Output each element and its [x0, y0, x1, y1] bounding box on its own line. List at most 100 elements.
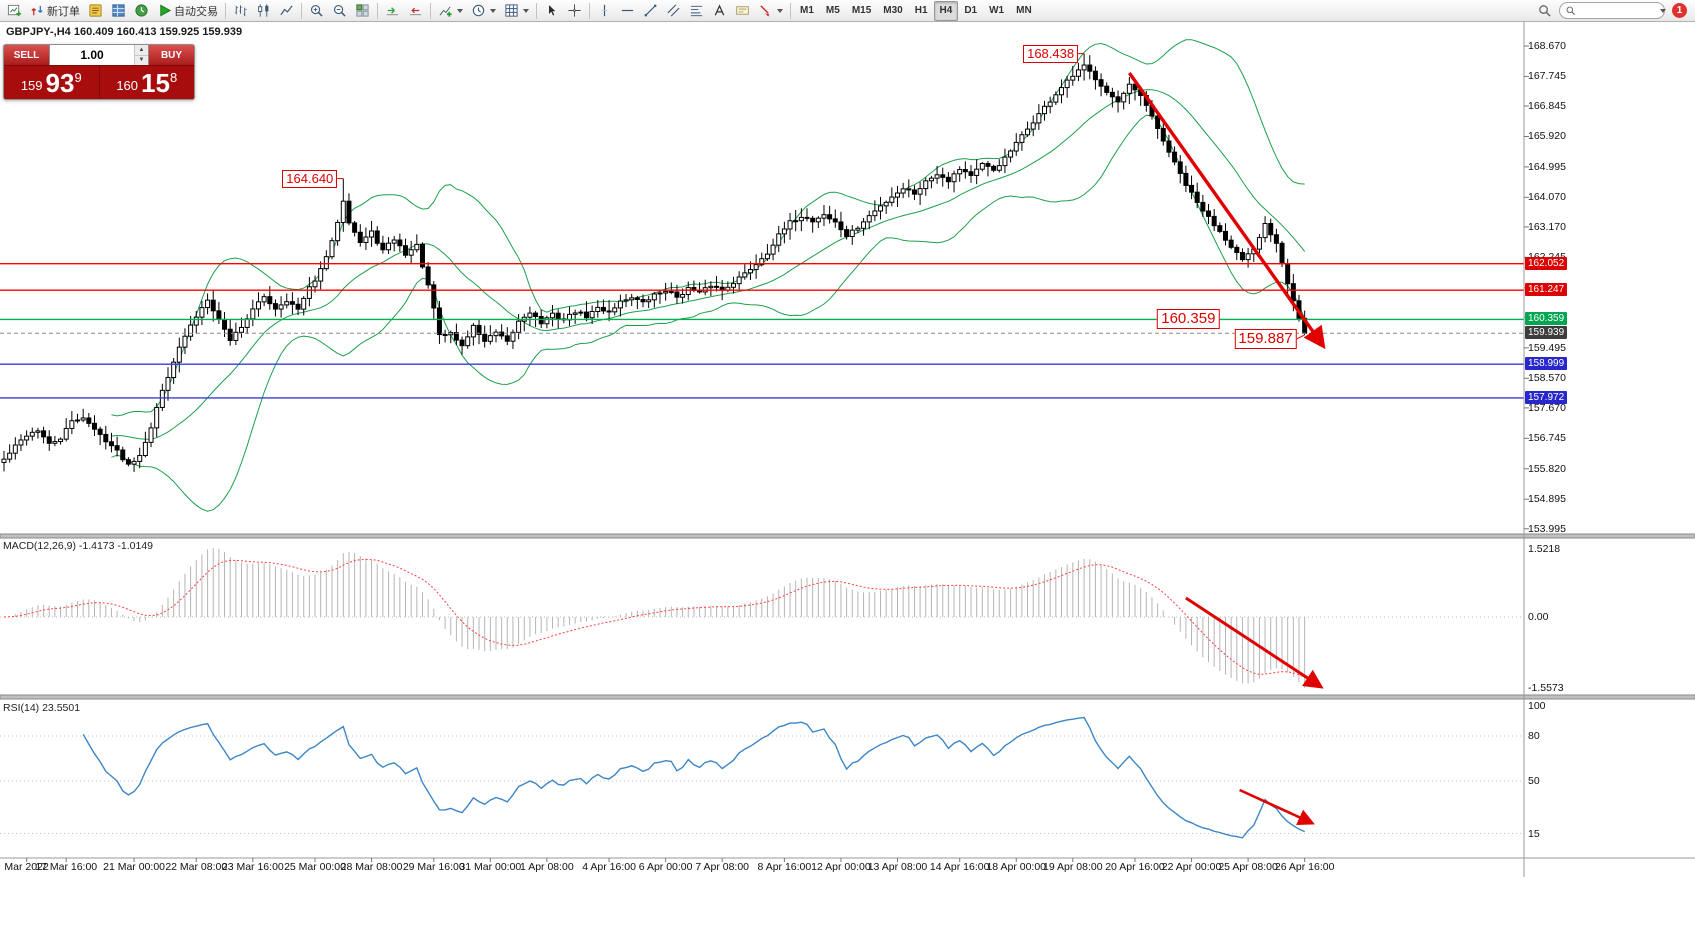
- editor-icon: [88, 3, 103, 18]
- buy-price-quote[interactable]: 160 15 8: [100, 66, 195, 99]
- new-chart-button[interactable]: [3, 1, 26, 21]
- buy-button[interactable]: BUY: [149, 45, 194, 65]
- timeframe-m30-button[interactable]: M30: [883, 5, 903, 16]
- sell-price-pips: 93: [45, 68, 75, 98]
- chevron-down-icon: [777, 8, 783, 13]
- timeframe-mn-button[interactable]: MN: [1016, 5, 1032, 16]
- toolbar: 新订单 自动交易 M1 M5 M15 M30 H1 H4 D1 W1 MN 1: [0, 0, 1695, 22]
- sell-price-quote[interactable]: 159 93 9: [4, 66, 100, 99]
- new-chart-icon: [7, 3, 22, 18]
- price-tick-label: 168.670: [1528, 40, 1566, 52]
- tile-windows-button[interactable]: [351, 1, 374, 21]
- macd-scale-label: -1.5573: [1528, 682, 1564, 694]
- time-axis-label: 13 Apr 08:00: [867, 861, 928, 873]
- timeframe-w1-button[interactable]: W1: [989, 5, 1005, 16]
- bar-chart-button[interactable]: [229, 1, 252, 21]
- price-level-tag: 157.972: [1525, 390, 1568, 404]
- pane-splitter[interactable]: [0, 694, 1695, 700]
- search-icon[interactable]: [1537, 3, 1552, 18]
- candlestick-series: [1, 53, 1308, 472]
- volume-down-button[interactable]: ▼: [135, 55, 148, 65]
- price-callout[interactable]: 168.438: [1023, 44, 1079, 63]
- timeframe-m5-button[interactable]: M5: [825, 5, 840, 16]
- periods-button[interactable]: [467, 1, 500, 21]
- channel-icon: [666, 3, 681, 18]
- macd-scale-label: 0.00: [1528, 611, 1549, 623]
- history-center-button[interactable]: [130, 1, 153, 21]
- candlestick-icon: [256, 3, 271, 18]
- trendline-button[interactable]: [639, 1, 662, 21]
- buy-price-whole: 160: [116, 78, 139, 93]
- chart-shift-button[interactable]: [404, 1, 427, 21]
- macd-scale-label: 1.5218: [1528, 542, 1561, 555]
- indicators-button[interactable]: [434, 1, 467, 21]
- volume-input[interactable]: [50, 45, 134, 65]
- time-axis-label: 31 Mar 00:00: [459, 861, 522, 873]
- main-pane[interactable]: [0, 39, 1524, 512]
- vertical-line-button[interactable]: [593, 1, 616, 21]
- line-chart-button[interactable]: [275, 1, 298, 21]
- price-level-tag: 158.999: [1525, 357, 1568, 371]
- equidistant-channel-button[interactable]: [662, 1, 685, 21]
- pane-splitter[interactable]: [0, 533, 1695, 539]
- auto-scroll-button[interactable]: [381, 1, 404, 21]
- chart-chrome: [0, 22, 1695, 877]
- notification-badge[interactable]: 1: [1672, 3, 1687, 18]
- fibonacci-button[interactable]: [685, 1, 708, 21]
- trendline-icon: [643, 3, 658, 18]
- macd-histogram: [9, 548, 1306, 688]
- price-callout[interactable]: 164.640: [282, 169, 338, 188]
- price-callout[interactable]: 160.359: [1157, 309, 1220, 330]
- rsi-pane[interactable]: [0, 716, 1524, 839]
- chevron-down-icon[interactable]: [1660, 8, 1666, 13]
- arrows-button[interactable]: [754, 1, 787, 21]
- price-tick-label: 166.845: [1528, 100, 1566, 113]
- cursor-button[interactable]: [540, 1, 563, 21]
- volume-up-button[interactable]: ▲: [135, 45, 148, 56]
- timeframe-h1-button[interactable]: H1: [914, 5, 928, 16]
- timeframe-m15-button[interactable]: M15: [851, 5, 872, 16]
- price-tick-label: 154.895: [1528, 493, 1566, 506]
- trend-arrow[interactable]: [1239, 788, 1315, 826]
- macd-pane[interactable]: [0, 548, 1524, 689]
- text-button[interactable]: [708, 1, 731, 21]
- search-input[interactable]: [1579, 5, 1655, 16]
- candlestick-chart-button[interactable]: [252, 1, 275, 21]
- sell-button[interactable]: SELL: [4, 45, 49, 65]
- metaeditor-button[interactable]: [84, 1, 107, 21]
- trend-arrow[interactable]: [1185, 596, 1324, 689]
- timeframe-h4-button[interactable]: H4: [933, 0, 959, 21]
- time-axis-label: 28 Mar 08:00: [340, 861, 403, 873]
- autotrading-button[interactable]: 自动交易: [153, 1, 222, 21]
- text-label-button[interactable]: [731, 1, 754, 21]
- time-axis-label: 12 Apr 00:00: [811, 861, 871, 873]
- templates-button[interactable]: [500, 1, 533, 21]
- vline-icon: [597, 3, 612, 18]
- time-axis-label: 26 Apr 16:00: [1274, 861, 1335, 873]
- trend-arrow[interactable]: [1127, 71, 1326, 350]
- toolbar-separator: [301, 2, 302, 19]
- buy-price-pips: 15: [141, 68, 170, 98]
- horizontal-line-button[interactable]: [616, 1, 639, 21]
- timeframe-m1-button[interactable]: M1: [800, 5, 814, 16]
- autotrading-button-label: 自动交易: [174, 5, 218, 18]
- search-box[interactable]: [1559, 2, 1666, 19]
- price-level-tag: 161.247: [1525, 283, 1568, 297]
- new-order-button[interactable]: 新订单: [26, 1, 84, 21]
- price-callout[interactable]: 159.887: [1234, 328, 1297, 349]
- price-tick-label: 156.745: [1528, 432, 1566, 445]
- market-watch-button[interactable]: [107, 1, 130, 21]
- zoom-out-button[interactable]: [328, 1, 351, 21]
- current-price-tag: 159.939: [1525, 326, 1568, 340]
- crosshair-button[interactable]: [563, 1, 586, 21]
- chart-symbol-ohlc: GBPJPY-,H4 160.409 160.413 159.925 159.9…: [6, 26, 243, 38]
- time-axis-label: 14 Apr 16:00: [929, 861, 990, 873]
- zoom-in-button[interactable]: [305, 1, 328, 21]
- timeframe-d1-button[interactable]: D1: [964, 5, 978, 16]
- price-tick-label: 157.670: [1528, 401, 1566, 414]
- cursor-icon: [544, 3, 559, 18]
- time-axis-label: 19 Apr 08:00: [1043, 861, 1103, 873]
- time-axis-label: 29 Mar 16:00: [402, 861, 465, 873]
- bollinger-middle: [111, 89, 1306, 440]
